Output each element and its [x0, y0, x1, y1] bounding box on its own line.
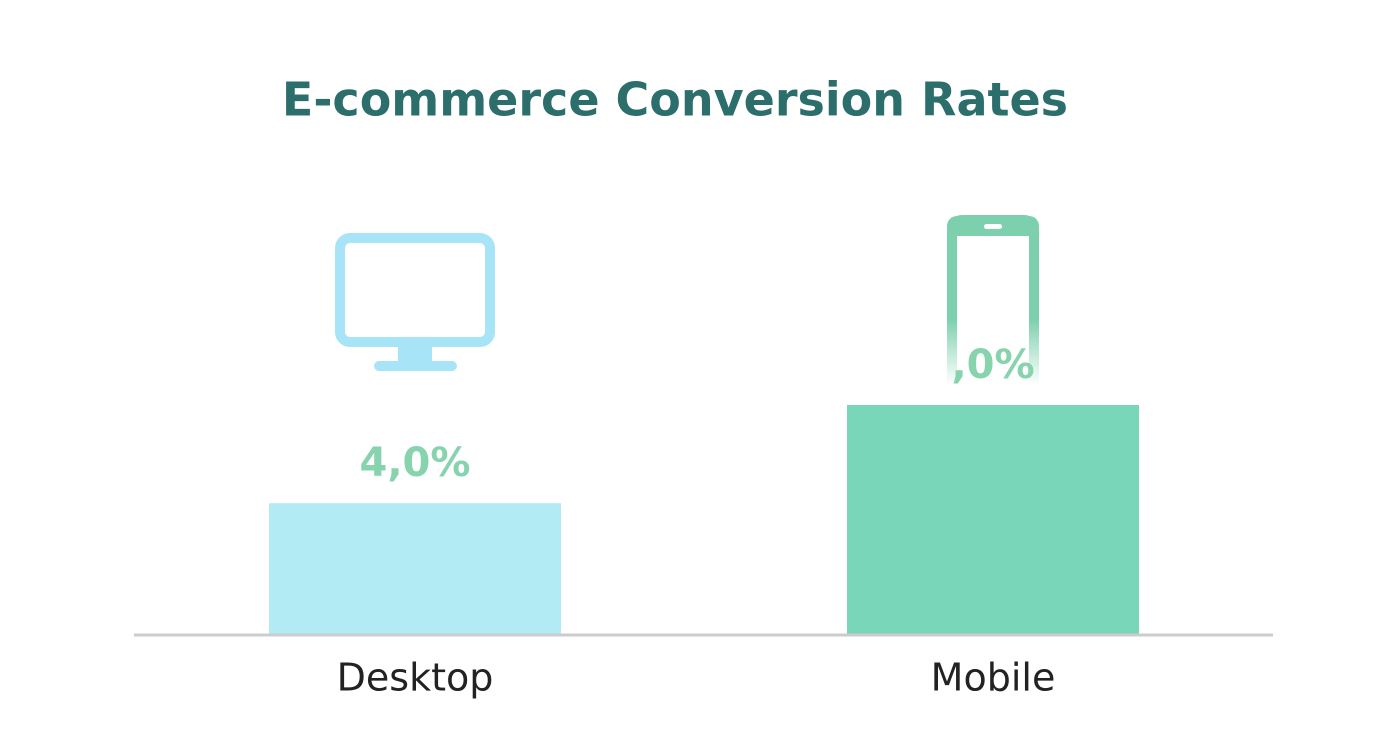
x-tick-label: Mobile [931, 656, 1056, 700]
bar [847, 405, 1139, 634]
bar [269, 503, 561, 634]
mobile-icon [947, 215, 1039, 385]
x-tick-label: Desktop [337, 656, 494, 700]
desktop-icon [335, 233, 495, 371]
value-label: 4,0% [360, 440, 471, 486]
value-label: ,0% [951, 342, 1034, 388]
chart-title: E-commerce Conversion Rates [282, 73, 1068, 127]
